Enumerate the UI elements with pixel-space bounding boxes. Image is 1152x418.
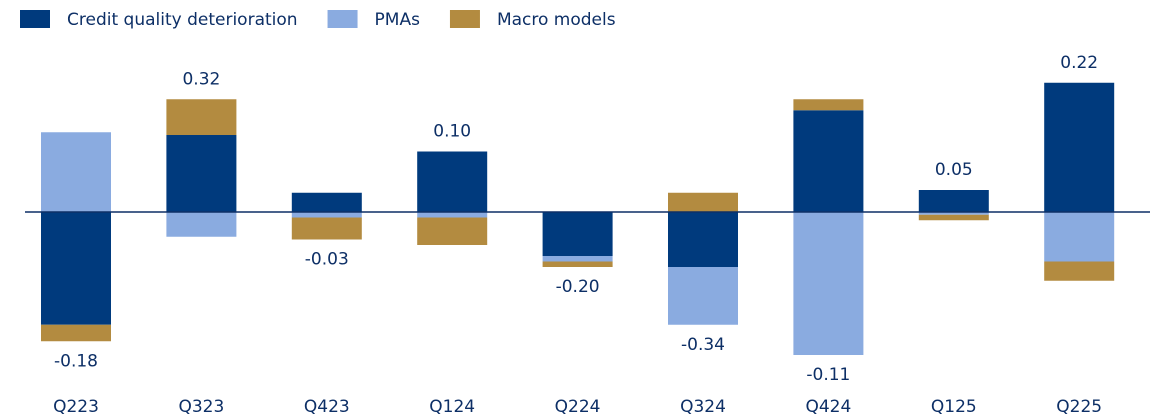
bar-segment <box>166 135 237 212</box>
bar-segment <box>542 256 613 262</box>
bar-segment <box>542 212 613 256</box>
bar-segment <box>417 217 488 245</box>
bar-segment <box>291 192 362 212</box>
x-tick-label: Q423 <box>304 397 350 417</box>
total-label: 0.22 <box>1060 53 1098 73</box>
legend-swatch <box>327 10 358 28</box>
legend-swatch <box>20 10 50 28</box>
bar-segment <box>291 217 362 240</box>
bar-segment <box>918 214 989 221</box>
total-label: 0.05 <box>935 160 973 180</box>
x-tick-label: Q124 <box>429 397 475 417</box>
total-label: -0.11 <box>806 365 850 385</box>
total-label: -0.20 <box>556 277 600 297</box>
x-tick-label: Q125 <box>931 397 977 417</box>
bar-segment <box>166 99 237 135</box>
bar-segment <box>918 212 989 215</box>
total-label: 0.10 <box>433 122 471 142</box>
total-label: -0.18 <box>54 351 98 371</box>
x-tick-label: Q223 <box>53 397 99 417</box>
bar-segment <box>1044 82 1115 212</box>
bar-segment <box>291 212 362 218</box>
x-tick-label: Q225 <box>1056 397 1102 417</box>
bar-segment <box>668 192 738 212</box>
bar-segment <box>793 99 864 111</box>
legend-label: Credit quality deterioration <box>67 10 298 30</box>
total-label: -0.34 <box>681 335 725 355</box>
bar-segment <box>41 324 111 342</box>
x-tick-label: Q323 <box>178 397 224 417</box>
legend-label: PMAs <box>375 10 421 30</box>
total-label: -0.03 <box>305 250 349 270</box>
bar-segment <box>41 212 111 325</box>
bar-segment <box>793 212 864 355</box>
legend-label: Macro models <box>497 10 616 30</box>
bar-segment <box>1044 261 1115 281</box>
bar-segment <box>542 261 613 267</box>
x-tick-label: Q324 <box>680 397 726 417</box>
bar-segment <box>668 267 738 325</box>
legend-swatch <box>449 10 480 28</box>
bar-segment <box>166 212 237 237</box>
x-tick-label: Q224 <box>555 397 601 417</box>
bar-segment <box>918 190 989 212</box>
x-tick-label: Q424 <box>805 397 851 417</box>
bar-segment <box>1044 212 1115 262</box>
bar-segment <box>793 110 864 212</box>
bar-segment <box>41 132 111 212</box>
bar-segment <box>668 212 738 267</box>
total-label: 0.32 <box>182 69 220 89</box>
bar-segment <box>417 212 488 218</box>
bar-segment <box>417 151 488 212</box>
